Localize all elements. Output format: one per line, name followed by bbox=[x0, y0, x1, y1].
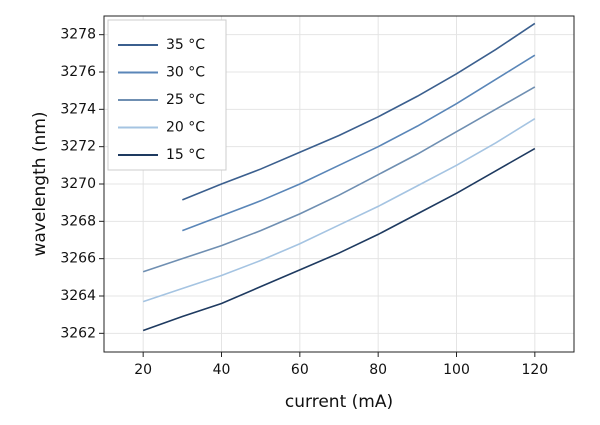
series-line bbox=[142, 86, 536, 273]
series-line bbox=[142, 117, 536, 303]
series-line bbox=[182, 54, 536, 232]
legend-label: 15 °C bbox=[166, 147, 205, 163]
legend-label: 30 °C bbox=[166, 65, 205, 81]
x-tick-label: 120 bbox=[521, 362, 548, 378]
y-tick-label: 3262 bbox=[60, 325, 96, 341]
y-tick-label: 3264 bbox=[60, 288, 96, 304]
y-axis-title: wavelength (nm) bbox=[30, 111, 50, 256]
y-tick-label: 3268 bbox=[60, 213, 96, 229]
legend-label: 25 °C bbox=[166, 92, 205, 108]
legend-label: 20 °C bbox=[166, 120, 205, 136]
y-tick-label: 3266 bbox=[60, 251, 96, 267]
x-tick-label: 40 bbox=[213, 362, 231, 378]
y-tick-label: 3272 bbox=[60, 139, 96, 155]
series-line bbox=[142, 147, 536, 332]
x-tick-label: 80 bbox=[369, 362, 387, 378]
y-tick-label: 3274 bbox=[60, 101, 96, 117]
y-tick-label: 3276 bbox=[60, 64, 96, 80]
y-tick-label: 3270 bbox=[60, 176, 96, 192]
legend-label: 35 °C bbox=[166, 37, 205, 53]
y-tick-label: 3278 bbox=[60, 27, 96, 43]
x-tick-label: 100 bbox=[443, 362, 470, 378]
plot-frame bbox=[103, 15, 575, 353]
x-tick-label: 20 bbox=[134, 362, 152, 378]
series-line bbox=[182, 22, 536, 201]
x-axis-title: current (mA) bbox=[285, 392, 393, 412]
x-tick-label: 60 bbox=[291, 362, 309, 378]
